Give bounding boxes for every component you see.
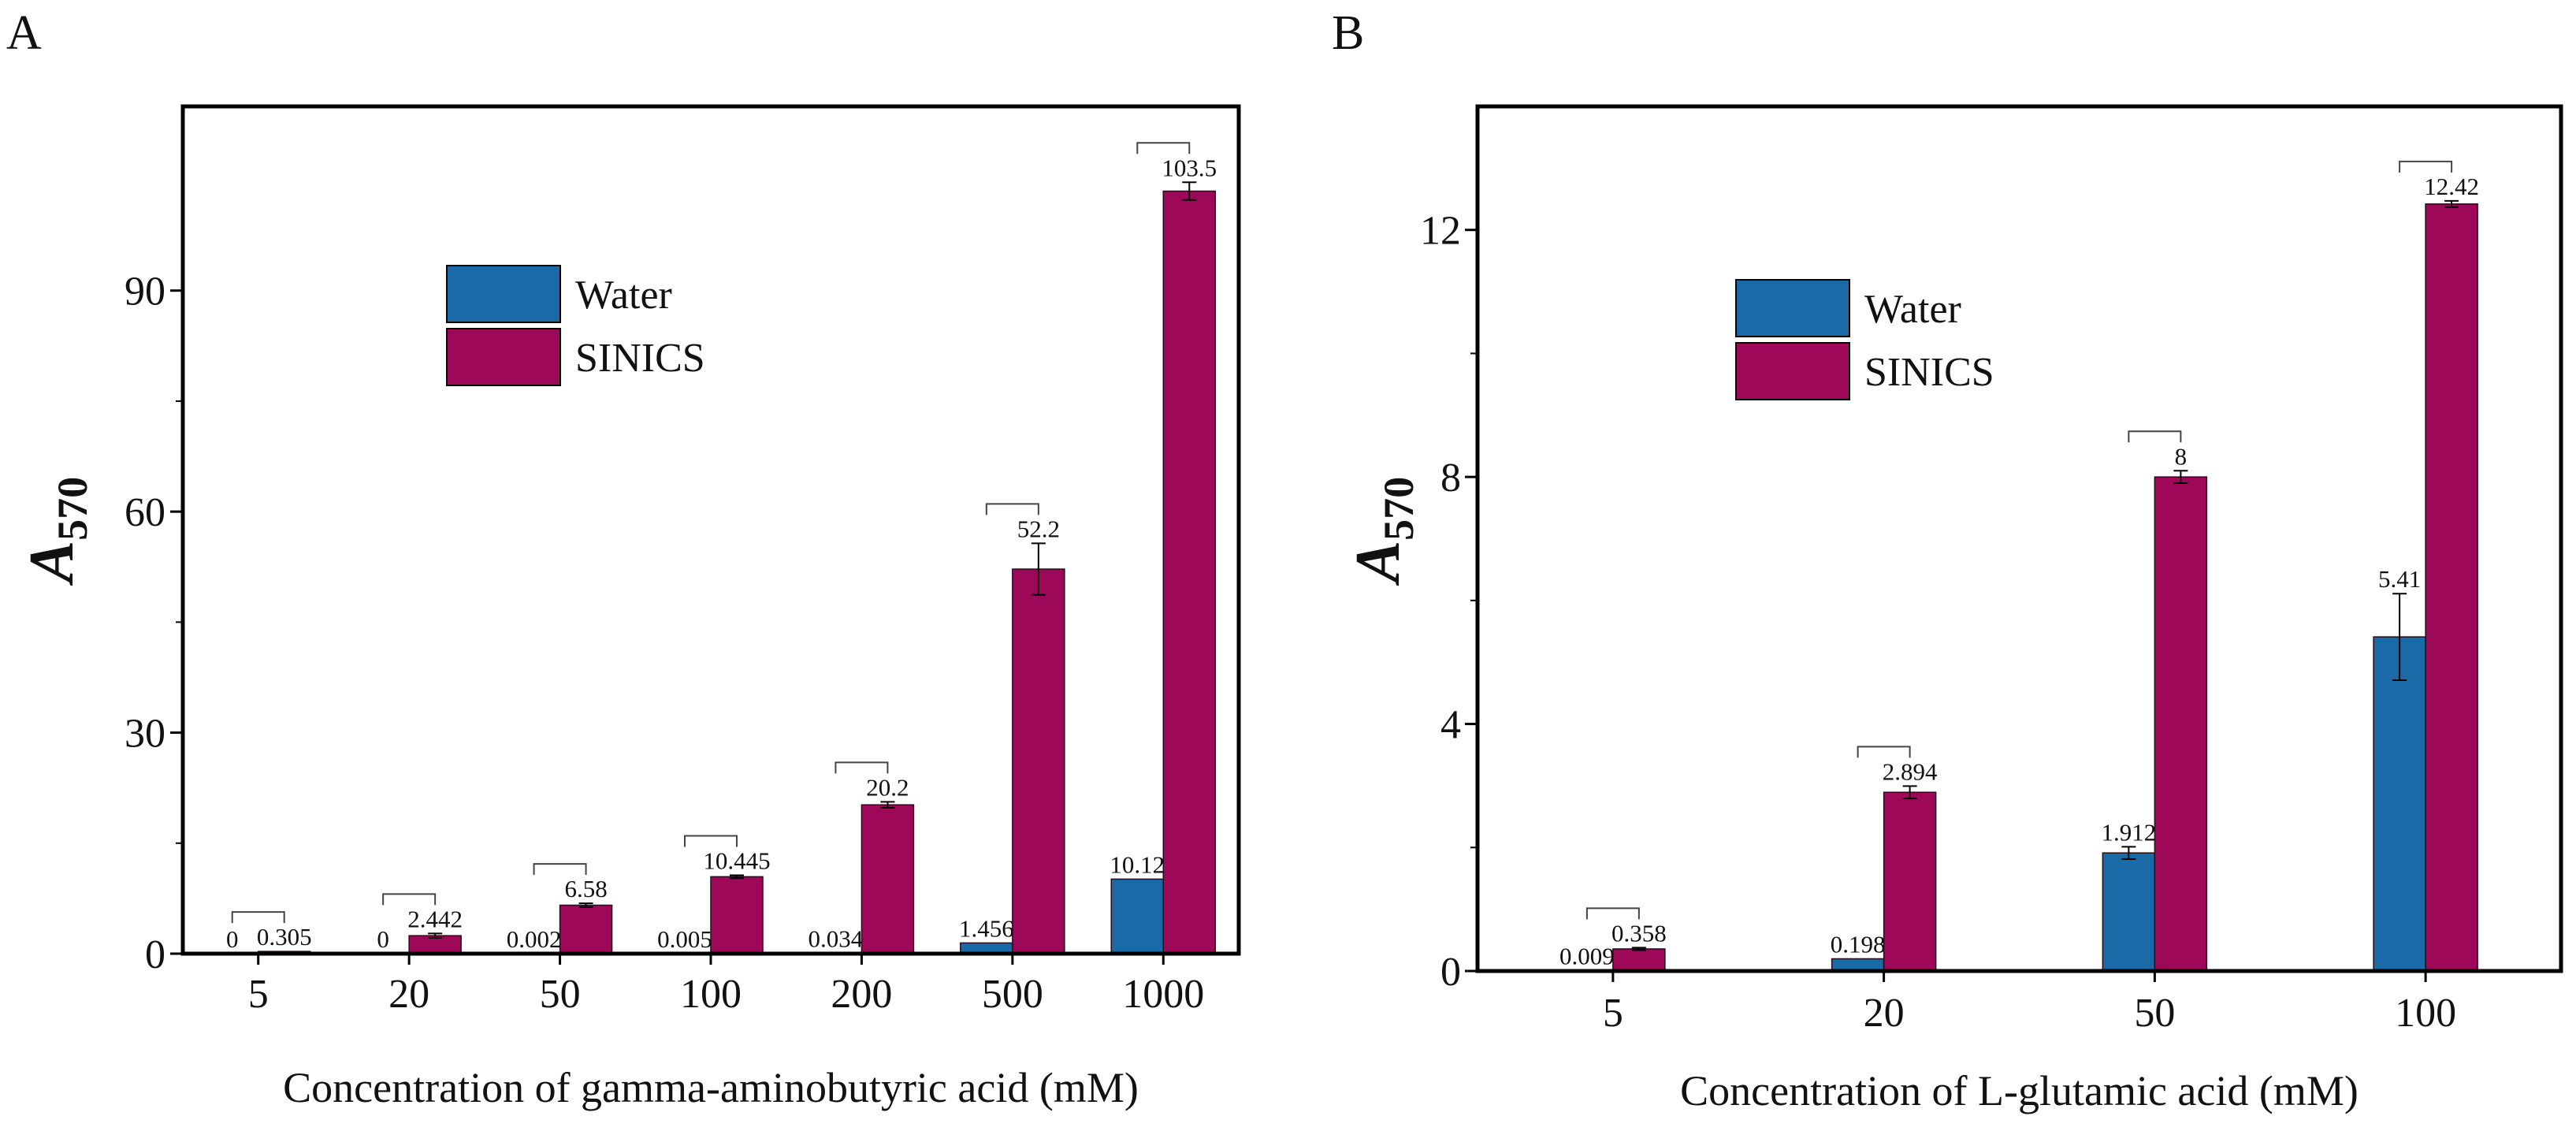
x-tick-label: 50 <box>2134 991 2175 1036</box>
legend-label-sinics: SINICS <box>575 336 705 381</box>
data-label-sinics: 52.2 <box>1017 515 1060 542</box>
x-axis-title: Concentration of gamma-aminobutyric acid… <box>283 1064 1139 1111</box>
data-label-sinics: 10.445 <box>703 846 770 874</box>
significance-bracket <box>232 912 284 923</box>
legend-swatch-sinics <box>447 329 560 385</box>
y-axis-title-main: A <box>1344 541 1413 586</box>
significance-bracket <box>1587 908 1639 919</box>
y-tick-label: 8 <box>1440 456 1461 500</box>
data-label-water: 0.009 <box>1559 942 1615 969</box>
plot-frame <box>183 106 1239 954</box>
x-tick-label: 100 <box>2395 991 2456 1036</box>
significance-bracket <box>383 894 435 905</box>
data-label-water: 0.198 <box>1831 930 1886 958</box>
y-tick-label: 60 <box>125 490 165 535</box>
x-tick-label: 1000 <box>1122 972 1204 1017</box>
y-axis-title-subscript: 570 <box>1375 477 1422 541</box>
significance-bracket <box>2399 162 2451 173</box>
bar-sinics <box>861 805 913 954</box>
bar-sinics <box>1163 192 1215 954</box>
x-tick-label: 20 <box>1864 991 1905 1036</box>
significance-bracket <box>987 504 1039 515</box>
bar-water <box>2373 637 2425 971</box>
legend-swatch-water <box>1736 280 1849 337</box>
significance-bracket <box>1137 143 1189 154</box>
bar-sinics <box>711 876 763 954</box>
significance-bracket <box>2128 431 2180 442</box>
data-label-water: 1.456 <box>959 914 1014 942</box>
x-tick-label: 5 <box>1603 991 1623 1036</box>
x-tick-label: 50 <box>540 972 581 1017</box>
legend-label-sinics: SINICS <box>1864 350 1994 395</box>
data-label-sinics: 0.358 <box>1611 919 1667 947</box>
panel-letter: B <box>1332 6 1364 60</box>
data-label-sinics: 0.305 <box>257 923 312 951</box>
x-tick-label: 5 <box>248 972 269 1017</box>
bar-sinics <box>2425 204 2477 971</box>
y-tick-label: 4 <box>1440 703 1461 748</box>
x-tick-label: 20 <box>388 972 429 1017</box>
data-label-sinics: 2.442 <box>407 905 463 932</box>
bar-sinics <box>1013 569 1065 954</box>
y-tick-label: 90 <box>125 270 165 314</box>
data-label-sinics: 103.5 <box>1162 154 1217 181</box>
legend-swatch-sinics <box>1736 343 1849 400</box>
bar-water <box>2102 853 2154 971</box>
data-label-water: 0.034 <box>808 925 864 953</box>
significance-bracket <box>685 835 737 846</box>
bar-sinics <box>1613 949 1665 971</box>
data-label-water: 10.12 <box>1110 850 1165 878</box>
x-tick-label: 100 <box>680 972 742 1017</box>
y-axis-title-subscript: 570 <box>49 477 96 541</box>
data-label-sinics: 2.894 <box>1883 757 1938 785</box>
legend-label-water: Water <box>575 273 672 318</box>
bar-sinics <box>1884 792 1936 971</box>
y-axis-title-main: A <box>17 541 87 586</box>
y-tick-label: 30 <box>125 712 165 757</box>
bar-sinics <box>560 905 612 954</box>
legend-swatch-water <box>447 266 560 322</box>
y-tick-label: 12 <box>1420 209 1461 254</box>
bar-sinics <box>2154 477 2206 971</box>
data-label-water: 0.002 <box>507 925 562 953</box>
data-label-water: 0 <box>226 925 239 953</box>
x-axis-title: Concentration of L-glutamic acid (mM) <box>1680 1067 2359 1114</box>
y-axis-title: A570 <box>17 477 96 586</box>
data-label-water: 0 <box>377 925 389 953</box>
x-tick-label: 200 <box>831 972 892 1017</box>
significance-bracket <box>1858 746 1910 757</box>
data-label-sinics: 12.42 <box>2424 173 2479 200</box>
x-tick-label: 500 <box>982 972 1043 1017</box>
y-axis-title: A570 <box>1344 477 1422 586</box>
legend-label-water: Water <box>1864 287 1961 332</box>
data-label-water: 5.41 <box>2378 565 2421 593</box>
significance-bracket <box>534 864 586 875</box>
data-label-sinics: 6.58 <box>564 875 607 902</box>
significance-bracket <box>835 762 887 773</box>
y-tick-label: 0 <box>1440 950 1461 995</box>
data-label-sinics: 8 <box>2175 442 2188 470</box>
panel-letter: A <box>6 6 42 60</box>
bar-water <box>1111 879 1163 954</box>
y-tick-label: 0 <box>145 932 165 977</box>
data-label-sinics: 20.2 <box>866 773 909 801</box>
data-label-water: 0.005 <box>657 925 712 953</box>
data-label-water: 1.912 <box>2102 818 2157 846</box>
